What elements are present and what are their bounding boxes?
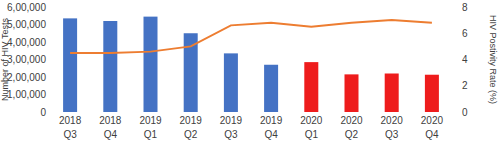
x-tick-label-line: Q4 — [104, 129, 118, 140]
x-tick-label-line: Q1 — [144, 129, 158, 140]
y2-tick-label: 4 — [462, 54, 468, 65]
y-tick — [47, 77, 50, 78]
bar — [264, 65, 278, 112]
x-tick-label-line: 2020 — [421, 115, 444, 126]
x-tick-label-line: Q1 — [305, 129, 319, 140]
y-tick-label: 2,00,000 — [7, 72, 46, 83]
bar — [345, 74, 359, 112]
bar — [425, 75, 439, 112]
y2-tick-label: 8 — [462, 2, 468, 13]
y-tick — [47, 94, 50, 95]
line — [70, 20, 432, 53]
y2-tick-label: 0 — [462, 107, 468, 118]
y-tick — [47, 59, 50, 60]
y2-tick — [452, 112, 455, 113]
x-tick-label-line: 2020 — [340, 115, 363, 126]
bar — [63, 18, 77, 112]
x-tick-label-line: 2019 — [139, 115, 162, 126]
y2-tick — [452, 59, 455, 60]
y-tick-label: 4,00,000 — [7, 37, 46, 48]
x-tick-label-line: Q2 — [184, 129, 198, 140]
x-tick-label-line: Q4 — [264, 129, 278, 140]
x-tick-label-line: Q3 — [385, 129, 399, 140]
x-tick-label: 2020 Q3 — [381, 115, 404, 140]
x-tick-label: 2018 Q4 — [99, 115, 122, 140]
bar — [224, 53, 238, 112]
x-tick-label-line: 2020 — [300, 115, 323, 126]
y-tick-label: 3,00,000 — [7, 54, 46, 65]
bar — [184, 33, 198, 112]
y-tick — [47, 42, 50, 43]
x-tick-label-line: Q3 — [224, 129, 238, 140]
x-tick-label-line: 2019 — [180, 115, 203, 126]
y-tick-label: 0 — [40, 107, 46, 118]
y-tick — [47, 112, 50, 113]
y2-tick-label: 2 — [462, 80, 468, 91]
x-tick-label-line: Q4 — [425, 129, 439, 140]
x-tick-label-line: 2018 — [59, 115, 82, 126]
bar — [103, 21, 117, 112]
y-tick — [47, 7, 50, 8]
chart: 0 1,00,000 2,00,000 3,00,000 4,00,000 5,00,00… — [0, 0, 500, 146]
y2-tick-label: 6 — [462, 28, 468, 39]
x-tick-label: 2020 Q4 — [421, 115, 444, 140]
x-tick-label: 2020 Q1 — [300, 115, 323, 140]
y-tick — [47, 24, 50, 25]
y2-tick — [452, 85, 455, 86]
y2-tick — [452, 7, 455, 8]
x-tick-label: 2019 Q2 — [180, 115, 203, 140]
y2-tick — [452, 33, 455, 34]
x-tick-label-line: Q3 — [63, 129, 77, 140]
x-tick-label-line: 2019 — [220, 115, 243, 126]
y-tick-label: 1,00,000 — [7, 89, 46, 100]
y-tick-label: 5,00,000 — [7, 19, 46, 30]
y2-axis-title: HIV Postivity Rate (%) — [488, 15, 498, 104]
bar — [144, 17, 158, 112]
y-axis-title: Number of HIV Tests — [0, 18, 10, 101]
x-tick-label: 2019 Q3 — [220, 115, 243, 140]
bar — [385, 74, 399, 113]
bar — [304, 62, 318, 112]
plot-marks — [63, 17, 439, 112]
x-tick-label-line: 2019 — [260, 115, 283, 126]
x-tick-label: 2019 Q4 — [260, 115, 283, 140]
x-tick-label: 2018 Q3 — [59, 115, 82, 140]
x-tick-label-line: 2020 — [381, 115, 404, 126]
y-tick-label: 6,00,000 — [7, 2, 46, 13]
x-tick-label-line: Q2 — [345, 129, 359, 140]
x-tick-label: 2019 Q1 — [139, 115, 162, 140]
x-tick-label-line: 2018 — [99, 115, 122, 126]
x-tick-label: 2020 Q2 — [340, 115, 363, 140]
